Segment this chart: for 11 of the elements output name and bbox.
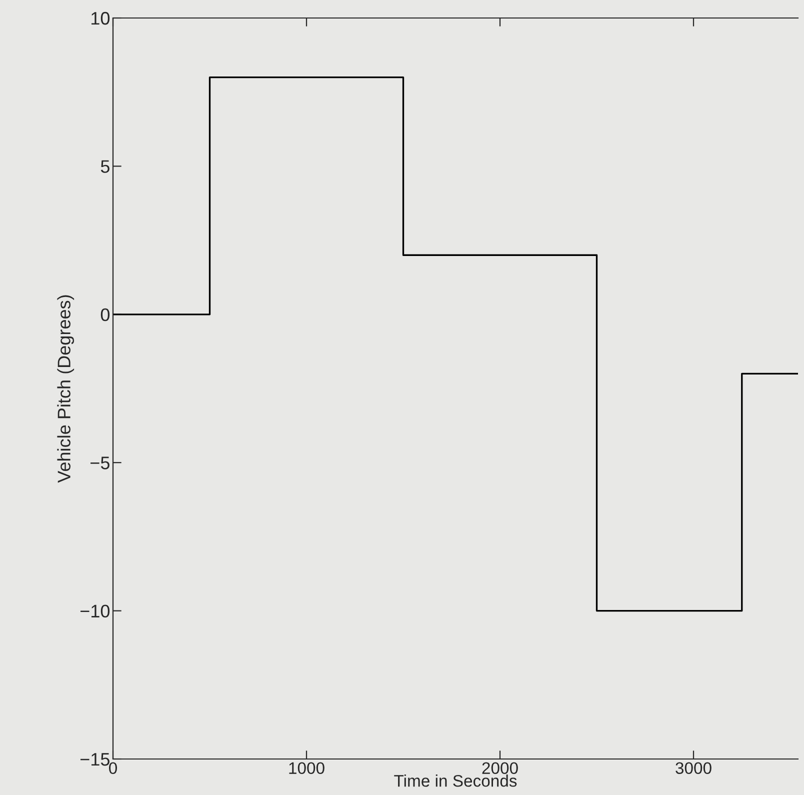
x-tick-label: 3000 <box>676 762 712 774</box>
y-tick-label: 5 <box>100 160 110 173</box>
y-tick-label: 0 <box>100 308 110 322</box>
y-tick-label: 10 <box>92 12 110 25</box>
y-tick-label: −5 <box>90 456 110 470</box>
y-tick-label: −10 <box>80 604 110 618</box>
x-tick-label: 2000 <box>482 762 518 774</box>
y-axis-title: Vehicle Pitch (Degrees) <box>57 295 74 483</box>
x-axis-title: Time in Seconds <box>394 774 517 787</box>
y-tick-label: −15 <box>80 753 110 766</box>
x-tick-label: 1000 <box>289 762 324 774</box>
